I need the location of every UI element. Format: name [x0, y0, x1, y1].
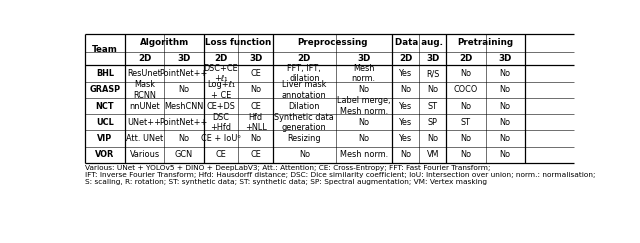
Text: Mesh norm.: Mesh norm.: [340, 150, 388, 159]
Text: Mask
RCNN: Mask RCNN: [133, 80, 156, 100]
Text: ST: ST: [461, 118, 471, 127]
Text: Algorithm: Algorithm: [140, 38, 189, 47]
Text: CE + IoU⁰: CE + IoU⁰: [201, 134, 241, 143]
Text: R/S: R/S: [426, 69, 440, 78]
Text: No: No: [460, 134, 472, 143]
Text: Data aug.: Data aug.: [395, 38, 443, 47]
Text: 2D: 2D: [214, 54, 228, 63]
Text: VIP: VIP: [97, 134, 113, 143]
Text: No: No: [460, 102, 472, 111]
Text: Yes: Yes: [399, 102, 412, 111]
Text: ST: ST: [428, 102, 438, 111]
Text: Pretraining: Pretraining: [458, 38, 514, 47]
Text: S: scaling, R: rotation; ST: synthetic data; ST: synthetic data; SP: Spectral au: S: scaling, R: rotation; ST: synthetic d…: [85, 179, 487, 185]
Text: 3D: 3D: [426, 54, 440, 63]
Text: Liver mask
annotation: Liver mask annotation: [282, 80, 326, 100]
Text: PointNet++: PointNet++: [160, 118, 208, 127]
Text: No: No: [500, 102, 511, 111]
Text: 3D: 3D: [177, 54, 191, 63]
Text: Yes: Yes: [399, 134, 412, 143]
Text: Yes: Yes: [399, 69, 412, 78]
Text: 2D: 2D: [138, 54, 151, 63]
Text: No: No: [179, 85, 189, 94]
Text: No: No: [358, 85, 369, 94]
Text: No: No: [460, 69, 472, 78]
Text: 2D: 2D: [399, 54, 412, 63]
Text: GCN: GCN: [175, 150, 193, 159]
Text: COCO: COCO: [454, 85, 478, 94]
Text: No: No: [299, 150, 310, 159]
Text: VM: VM: [427, 150, 439, 159]
Text: UNet++: UNet++: [127, 118, 161, 127]
Text: No: No: [460, 150, 472, 159]
Text: Preprocessing: Preprocessing: [297, 38, 367, 47]
Text: No: No: [250, 85, 261, 94]
Text: No: No: [500, 69, 511, 78]
Text: Dilation: Dilation: [289, 102, 320, 111]
Text: BHL: BHL: [96, 69, 114, 78]
Text: Team: Team: [92, 45, 118, 54]
Text: Loss function: Loss function: [205, 38, 271, 47]
Text: Various: UNet + YOLOv5 + DINO + DeepLabV3; Att.: Attention; CE: Cross-Entropy; F: Various: UNet + YOLOv5 + DINO + DeepLabV…: [85, 165, 490, 171]
Text: Various: Various: [129, 150, 159, 159]
Text: CE+DS: CE+DS: [207, 102, 236, 111]
Text: CE: CE: [250, 69, 261, 78]
Text: Att. UNet: Att. UNet: [126, 134, 163, 143]
Text: Resizing: Resizing: [287, 134, 321, 143]
Text: MeshCNN: MeshCNN: [164, 102, 204, 111]
Text: DSC
+Hfd: DSC +Hfd: [211, 113, 232, 132]
Text: ResUnet: ResUnet: [127, 69, 161, 78]
Text: IFT: Inverse Fourier Transform; Hfd: Hausdorff distance; DSC: Dice similarity co: IFT: Inverse Fourier Transform; Hfd: Hau…: [85, 172, 595, 178]
Text: UCL: UCL: [96, 118, 114, 127]
Text: CE: CE: [250, 102, 261, 111]
Text: No: No: [500, 134, 511, 143]
Text: No: No: [500, 85, 511, 94]
Text: SP: SP: [428, 118, 438, 127]
Text: No: No: [500, 150, 511, 159]
Text: 2D: 2D: [298, 54, 311, 63]
Text: FFT, IFT,
dilation: FFT, IFT, dilation: [287, 64, 321, 83]
Text: No: No: [400, 85, 411, 94]
Text: GRASP: GRASP: [90, 85, 120, 94]
Text: Hfd
+NLL: Hfd +NLL: [244, 113, 267, 132]
Text: No: No: [428, 134, 438, 143]
Text: DSC+CE
+ℓ₁: DSC+CE +ℓ₁: [204, 64, 238, 83]
Text: nnUNet: nnUNet: [129, 102, 160, 111]
Text: No: No: [428, 85, 438, 94]
Text: 3D: 3D: [357, 54, 371, 63]
Text: No: No: [179, 134, 189, 143]
Text: No: No: [358, 134, 369, 143]
Text: Yes: Yes: [399, 118, 412, 127]
Text: Mesh
norm.: Mesh norm.: [352, 64, 376, 83]
Text: No: No: [358, 118, 369, 127]
Text: 2D: 2D: [460, 54, 473, 63]
Text: No: No: [400, 150, 411, 159]
Text: Label merge,
Mesh norm.: Label merge, Mesh norm.: [337, 96, 390, 116]
Text: Synthetic data
generation: Synthetic data generation: [275, 113, 334, 132]
Text: VOR: VOR: [95, 150, 115, 159]
Text: 3D: 3D: [499, 54, 512, 63]
Text: NCT: NCT: [95, 102, 115, 111]
Text: No: No: [500, 118, 511, 127]
Text: CE: CE: [250, 150, 261, 159]
Text: Log+ℓ₁
+ CE: Log+ℓ₁ + CE: [207, 80, 235, 100]
Text: PointNet++: PointNet++: [160, 69, 208, 78]
Text: No: No: [250, 134, 261, 143]
Text: CE: CE: [216, 150, 227, 159]
Text: 3D: 3D: [249, 54, 262, 63]
